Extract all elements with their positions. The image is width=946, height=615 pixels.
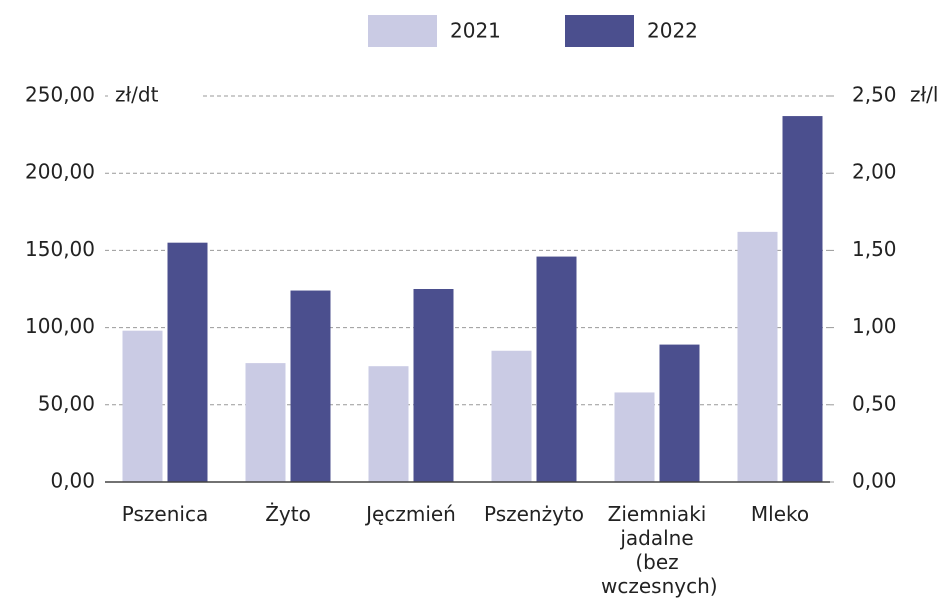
y-tick-label: 250,00 (25, 83, 95, 107)
bar (659, 344, 700, 482)
bar (491, 350, 532, 482)
x-tick-label: Ziemniaki jadalne (bez wczesnych) (601, 502, 718, 598)
y2-tick-label: 1,50 (852, 237, 897, 261)
y2-tick-label: 2,50 (852, 83, 897, 107)
bar (368, 366, 409, 482)
legend-swatch (368, 15, 437, 47)
y-tick-label: 150,00 (25, 237, 95, 261)
y-tick-label: 50,00 (38, 391, 95, 415)
legend-label: 2022 (647, 19, 698, 43)
bar (614, 392, 655, 482)
bar (122, 330, 163, 482)
x-tick-label: Pszenica (121, 502, 209, 526)
x-tick-label: Jęczmień (366, 502, 456, 526)
y2-tick-label: 2,00 (852, 160, 897, 184)
y2-tick-label: 1,00 (852, 314, 897, 338)
unit-bg (108, 82, 200, 110)
y2-tick-label: 0,50 (852, 391, 897, 415)
x-tick-label: Żyto (265, 502, 311, 526)
bar (782, 116, 823, 483)
bar (167, 242, 208, 482)
y2-tick-label: 0,00 (852, 469, 897, 493)
legend-swatch (565, 15, 634, 47)
bar (737, 231, 778, 482)
y2-unit: zł/l (910, 83, 938, 107)
y-tick-label: 200,00 (25, 160, 95, 184)
y-tick-label: 0,00 (50, 469, 95, 493)
legend-label: 2021 (450, 19, 501, 43)
bar (536, 256, 577, 482)
bar (413, 289, 454, 482)
y-tick-label: 100,00 (25, 314, 95, 338)
x-tick-label: Mleko (750, 502, 810, 526)
x-tick-label: Pszenżyto (483, 502, 585, 526)
y-unit: zł/dt (115, 83, 159, 107)
bar (245, 363, 286, 482)
bar (290, 290, 331, 482)
